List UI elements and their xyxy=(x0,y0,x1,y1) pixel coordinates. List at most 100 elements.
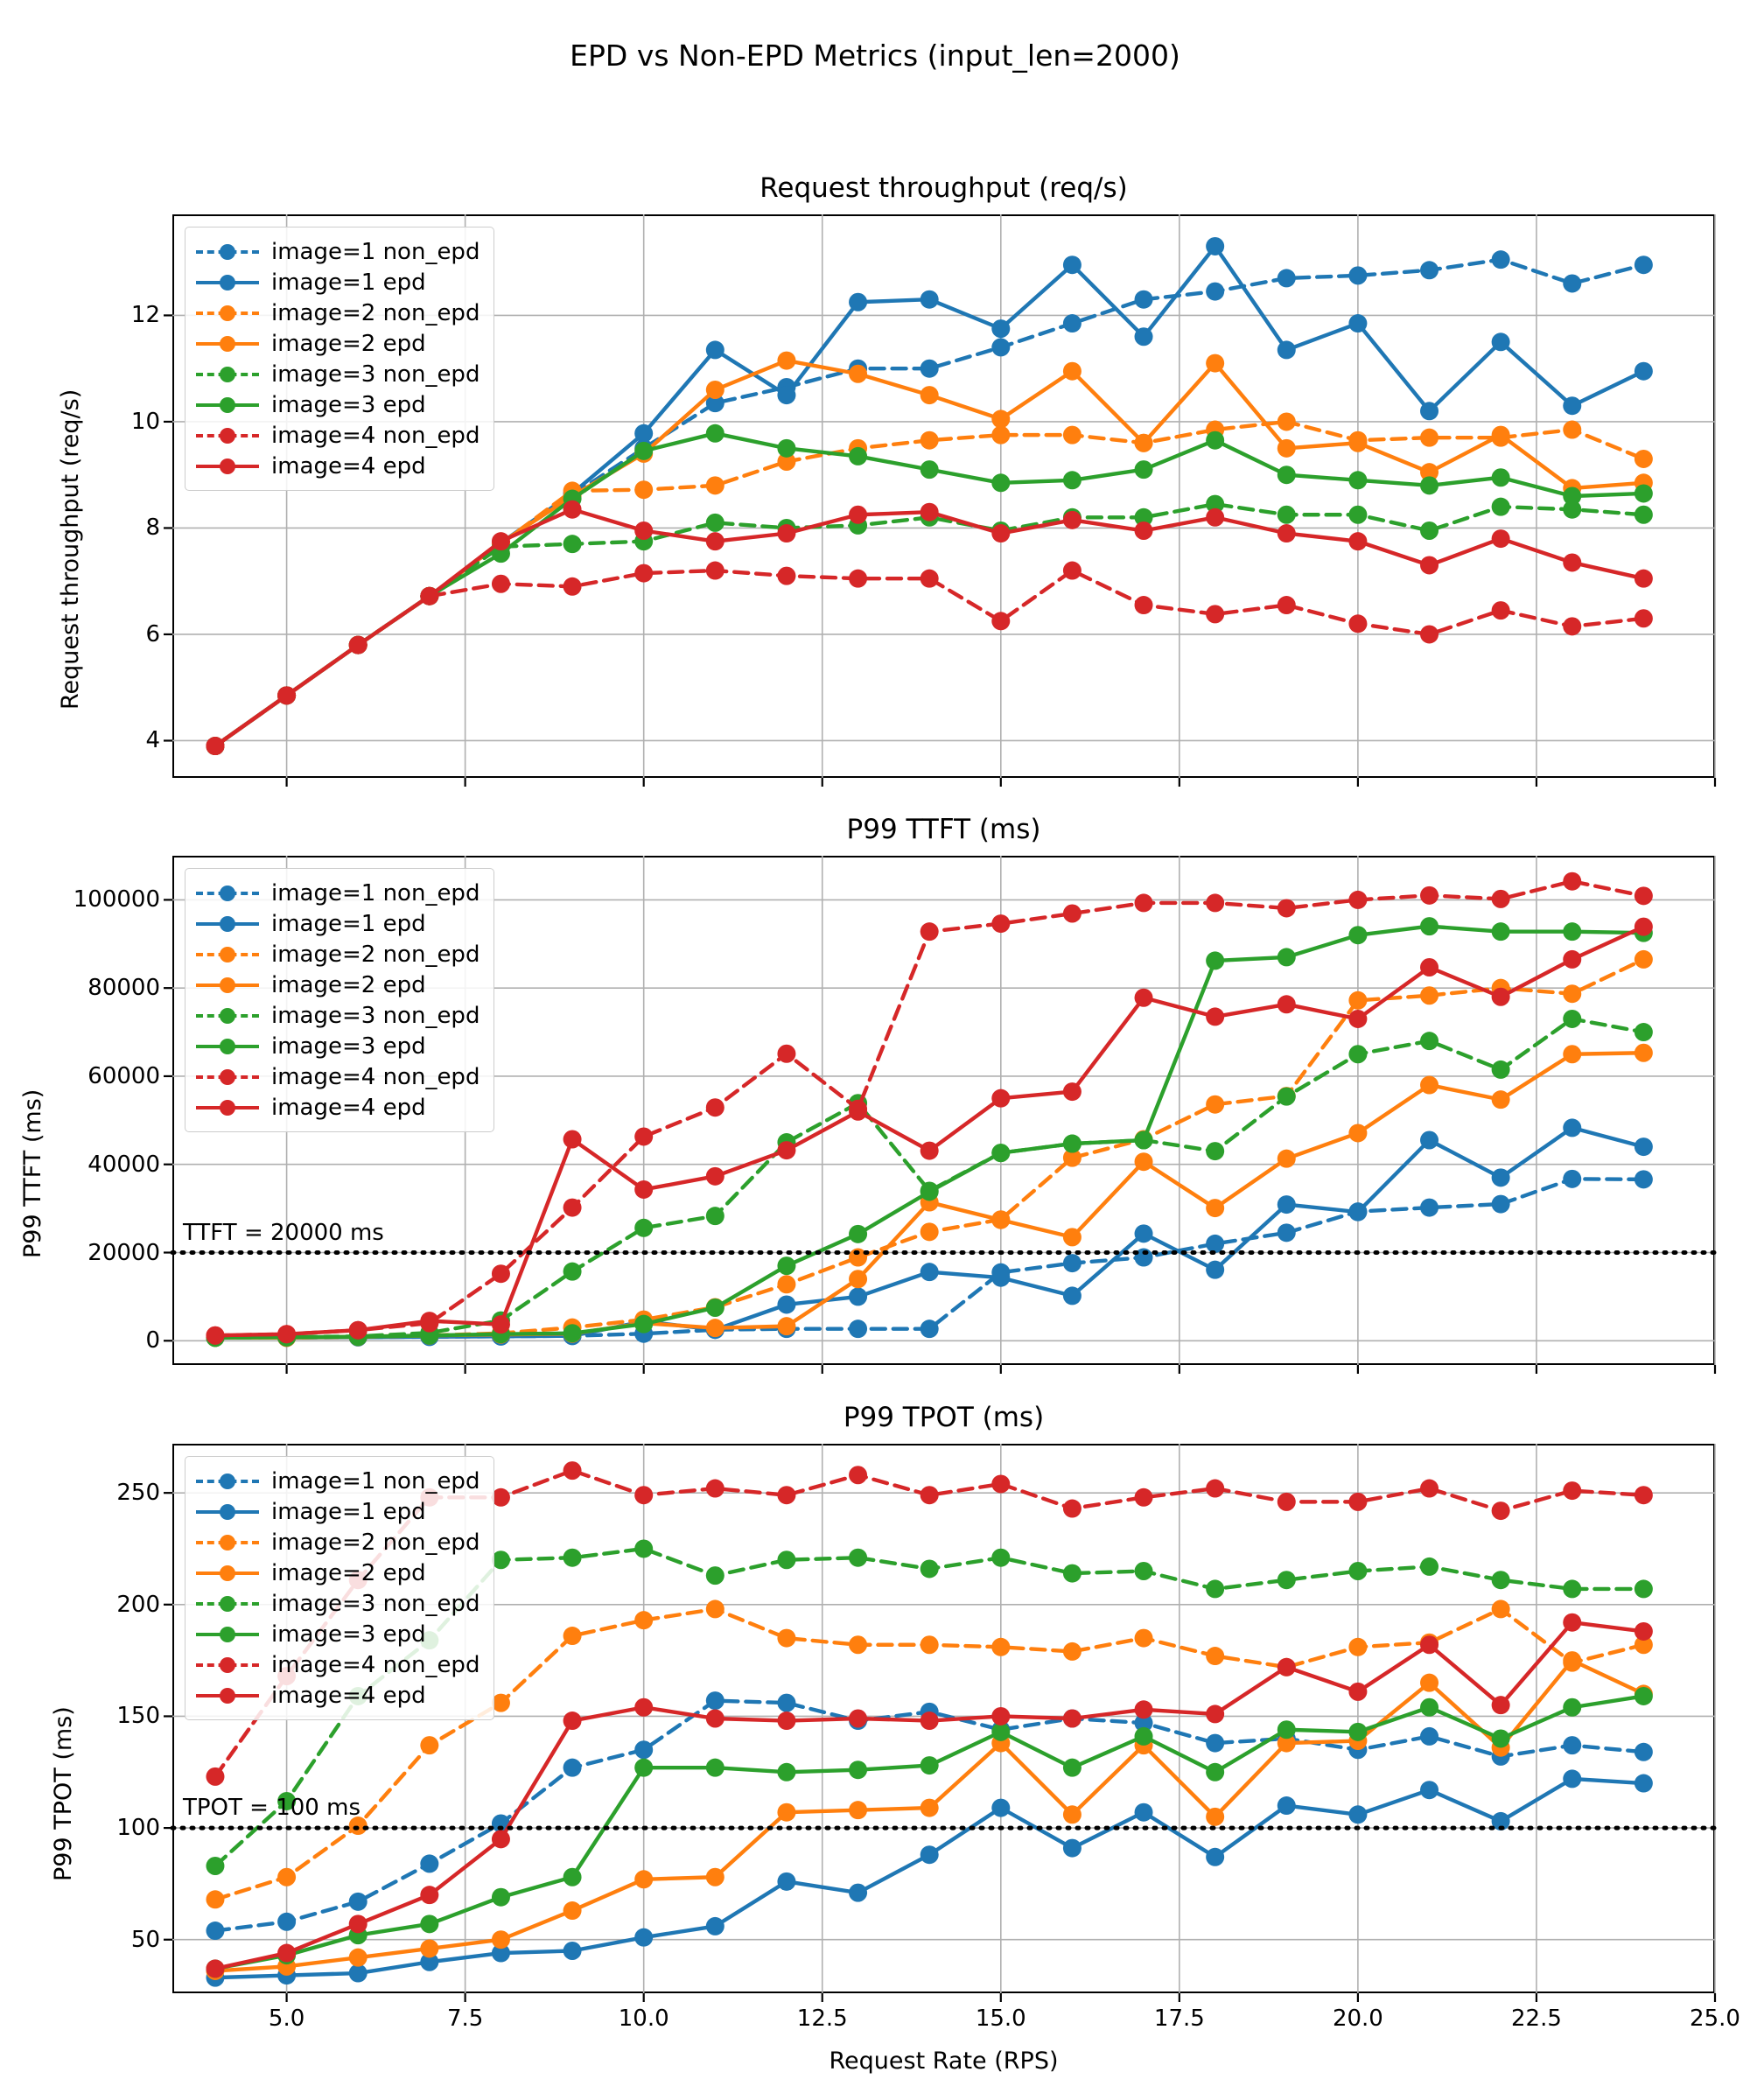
data-point xyxy=(1420,428,1439,447)
legend-item[interactable]: image=4 epd xyxy=(196,451,480,481)
data-point xyxy=(705,394,724,413)
data-point xyxy=(1491,922,1510,942)
legend-item[interactable]: image=2 non_epd xyxy=(196,298,480,328)
legend-label: image=2 epd xyxy=(271,330,426,357)
data-point xyxy=(1277,438,1296,458)
data-point xyxy=(1563,1769,1582,1788)
data-point xyxy=(1491,889,1510,908)
data-point xyxy=(1062,361,1082,381)
data-point xyxy=(1206,1234,1225,1253)
data-point xyxy=(1634,1023,1653,1042)
data-point xyxy=(1206,1733,1225,1753)
data-point xyxy=(1062,1805,1082,1824)
legend-item[interactable]: image=1 epd xyxy=(196,1496,480,1527)
data-point xyxy=(1563,922,1582,942)
data-point xyxy=(1134,290,1153,309)
data-point xyxy=(849,1709,868,1728)
legend-item[interactable]: image=4 non_epd xyxy=(196,1649,480,1680)
subplot-title-0: Request throughput (req/s) xyxy=(760,172,1128,204)
legend-swatch-icon xyxy=(196,945,259,964)
legend-item[interactable]: image=4 non_epd xyxy=(196,420,480,451)
data-point xyxy=(206,1767,225,1786)
legend-swatch-icon xyxy=(196,1656,259,1675)
subplot-request-throughput: Request throughput (req/s) 4 6 8 10 12 image… xyxy=(57,172,1717,787)
data-point xyxy=(1134,1628,1153,1648)
data-point xyxy=(1491,529,1510,549)
y-tick-label: 12 xyxy=(130,302,160,329)
legend-item[interactable]: image=1 epd xyxy=(196,908,480,939)
data-point xyxy=(849,1466,868,1485)
legend-label: image=2 non_epd xyxy=(271,1529,480,1556)
y-tick-label: 100 xyxy=(116,1815,160,1842)
data-point xyxy=(1134,1802,1153,1822)
data-point xyxy=(491,1887,510,1907)
data-point xyxy=(1420,556,1439,575)
data-point xyxy=(991,524,1011,543)
data-point xyxy=(1491,987,1510,1006)
x-tick-label: 10.0 xyxy=(618,2006,669,2032)
data-point xyxy=(705,1916,724,1936)
data-point xyxy=(206,1922,225,1941)
legend-item[interactable]: image=1 non_epd xyxy=(196,236,480,267)
legend-item[interactable]: image=2 epd xyxy=(196,970,480,1000)
legend-item[interactable]: image=2 non_epd xyxy=(196,1527,480,1558)
legend-item[interactable]: image=2 non_epd xyxy=(196,939,480,970)
legend-item[interactable]: image=2 epd xyxy=(196,328,480,359)
data-point xyxy=(634,521,654,540)
legend-swatch-icon xyxy=(196,242,259,262)
legend-item[interactable]: image=3 epd xyxy=(196,1619,480,1649)
data-point xyxy=(1491,1729,1510,1748)
y-tick-label: 6 xyxy=(145,620,160,648)
data-point xyxy=(849,1801,868,1820)
data-point xyxy=(705,1479,724,1498)
legend-item[interactable]: image=3 non_epd xyxy=(196,1588,480,1619)
legend-label: image=4 non_epd xyxy=(271,1651,480,1678)
legend-item[interactable]: image=4 epd xyxy=(196,1092,480,1123)
data-point xyxy=(1420,1198,1439,1217)
data-point xyxy=(1348,1637,1368,1656)
data-point xyxy=(1277,1796,1296,1816)
data-point xyxy=(1062,1758,1082,1777)
legend-item[interactable]: image=3 epd xyxy=(196,389,480,420)
data-point xyxy=(1348,990,1368,1010)
data-point xyxy=(705,380,724,399)
data-point xyxy=(1206,1847,1225,1866)
data-point xyxy=(277,1943,297,1963)
data-point xyxy=(1277,340,1296,360)
data-point xyxy=(1491,468,1510,487)
data-point xyxy=(777,438,796,458)
legend-item[interactable]: image=1 non_epd xyxy=(196,878,480,908)
y-tick-label: 40000 xyxy=(88,1151,160,1178)
x-tick-label: 17.5 xyxy=(1153,2006,1205,2032)
data-point xyxy=(1563,872,1582,891)
data-point xyxy=(920,1798,939,1817)
legend-item[interactable]: image=1 epd xyxy=(196,267,480,298)
data-point xyxy=(991,1144,1011,1163)
data-point xyxy=(1134,460,1153,480)
data-point xyxy=(491,1264,510,1284)
data-point xyxy=(1634,505,1653,524)
legend-item[interactable]: image=1 non_epd xyxy=(196,1466,480,1496)
legend-item[interactable]: image=4 non_epd xyxy=(196,1061,480,1092)
data-point xyxy=(991,1706,1011,1726)
data-point xyxy=(348,1948,368,1967)
data-point xyxy=(705,1207,724,1226)
legend-swatch-icon xyxy=(196,1098,259,1117)
data-point xyxy=(1420,625,1439,644)
legend-label: image=1 non_epd xyxy=(271,879,480,906)
legend-swatch-icon xyxy=(196,273,259,292)
data-point xyxy=(1420,1557,1439,1576)
data-point xyxy=(1420,1075,1439,1095)
legend-label: image=4 non_epd xyxy=(271,1063,480,1090)
legend-swatch-icon xyxy=(196,1068,259,1087)
data-point xyxy=(849,569,868,588)
legend-item[interactable]: image=2 epd xyxy=(196,1558,480,1588)
data-point xyxy=(1134,1488,1153,1507)
legend-item[interactable]: image=3 non_epd xyxy=(196,359,480,389)
legend-item[interactable]: image=4 epd xyxy=(196,1680,480,1711)
legend-1: image=1 non_epd image=1 epd image=2 non_ep… xyxy=(185,868,495,1132)
legend-item[interactable]: image=3 non_epd xyxy=(196,1000,480,1031)
data-point xyxy=(1206,893,1225,913)
legend-swatch-icon xyxy=(196,1686,259,1705)
legend-item[interactable]: image=3 epd xyxy=(196,1031,480,1061)
